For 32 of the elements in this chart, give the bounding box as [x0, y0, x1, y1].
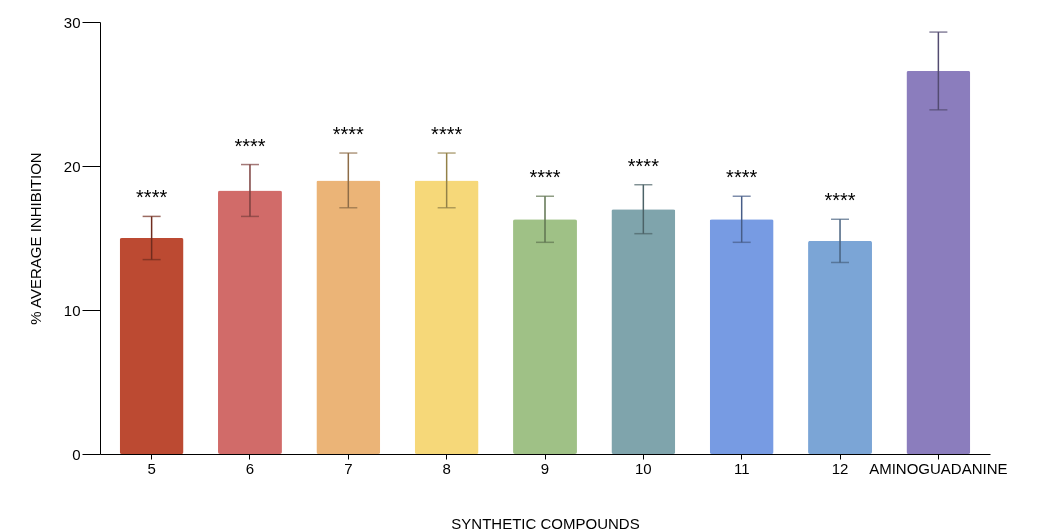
- x-tick-label: 10: [635, 459, 652, 477]
- y-tick-label: 10: [63, 301, 81, 319]
- bar: [709, 219, 774, 454]
- bar: [414, 180, 479, 454]
- bar: [906, 70, 971, 454]
- annotation: ****: [824, 189, 856, 212]
- annotation: ****: [529, 166, 561, 189]
- x-axis-title: SYNTHETIC COMPOUNDS: [451, 514, 640, 529]
- x-tick-label: 5: [147, 459, 156, 477]
- x-tick-label: AMINOGUADANINE: [869, 459, 1008, 477]
- y-tick-label: 30: [63, 13, 81, 31]
- x-tick-label: 12: [831, 459, 849, 477]
- y-tick-label: 20: [63, 157, 81, 175]
- annotation: ****: [726, 166, 758, 189]
- bar: [808, 240, 872, 454]
- annotation: ****: [234, 134, 266, 157]
- annotation: ****: [627, 154, 660, 177]
- x-tick-label: 8: [442, 459, 451, 477]
- x-tick-label: 11: [733, 459, 750, 477]
- y-axis-title: % AVERAGE INHIBITION: [26, 152, 44, 325]
- bar: [513, 219, 577, 454]
- x-tick-label: 7: [344, 459, 353, 477]
- bar: [316, 180, 381, 454]
- bar: [218, 190, 282, 454]
- annotation: ****: [332, 123, 365, 146]
- bar: [611, 209, 676, 454]
- annotation: ****: [136, 186, 168, 209]
- annotation: ****: [431, 123, 463, 146]
- x-tick-label: 6: [245, 459, 255, 477]
- y-tick-label: 0: [72, 445, 81, 463]
- x-tick-label: 9: [540, 459, 550, 477]
- bar: [119, 238, 184, 454]
